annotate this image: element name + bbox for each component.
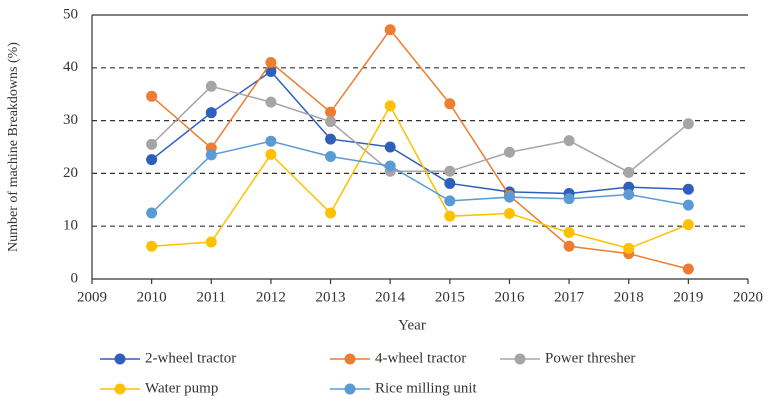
series-line bbox=[151, 85, 689, 174]
data-point bbox=[205, 149, 217, 161]
x-axis-label: Year bbox=[398, 317, 426, 333]
data-point bbox=[384, 141, 396, 153]
data-point bbox=[325, 116, 337, 128]
data-point bbox=[682, 263, 694, 275]
series-line bbox=[151, 140, 689, 214]
data-point bbox=[682, 219, 694, 231]
x-tick-label: 2011 bbox=[197, 289, 226, 305]
data-point bbox=[146, 207, 158, 219]
data-point bbox=[265, 57, 277, 69]
data-point bbox=[325, 106, 337, 118]
x-tick-label: 2012 bbox=[256, 289, 286, 305]
legend-label: Power thresher bbox=[545, 350, 635, 366]
legend-marker bbox=[114, 383, 126, 395]
data-point bbox=[146, 240, 158, 252]
y-tick-label: 30 bbox=[63, 112, 78, 128]
x-tick-label: 2020 bbox=[733, 289, 763, 305]
data-point bbox=[682, 183, 694, 195]
x-tick-label: 2019 bbox=[673, 289, 703, 305]
data-point bbox=[325, 207, 337, 219]
data-point bbox=[205, 236, 217, 248]
data-point bbox=[325, 151, 337, 163]
legend-marker bbox=[344, 383, 356, 395]
x-tick-label: 2015 bbox=[435, 289, 465, 305]
data-point bbox=[503, 208, 515, 220]
data-point bbox=[623, 242, 635, 254]
data-point bbox=[384, 100, 396, 112]
series-line bbox=[151, 104, 689, 250]
x-tick-label: 2010 bbox=[137, 289, 167, 305]
legend-label: 2-wheel tractor bbox=[145, 350, 236, 366]
data-point bbox=[146, 138, 158, 150]
data-point bbox=[205, 80, 217, 92]
data-point bbox=[146, 90, 158, 102]
data-point bbox=[444, 165, 456, 177]
data-point bbox=[265, 148, 277, 160]
data-point bbox=[444, 98, 456, 110]
series-line bbox=[151, 28, 689, 270]
legend-marker bbox=[344, 353, 356, 365]
data-point bbox=[623, 166, 635, 178]
legend-marker bbox=[114, 353, 126, 365]
x-tick-label: 2018 bbox=[614, 289, 644, 305]
data-point bbox=[146, 154, 158, 166]
data-point bbox=[325, 133, 337, 145]
y-tick-label: 20 bbox=[63, 165, 78, 181]
series-line bbox=[151, 70, 689, 195]
data-point bbox=[205, 107, 217, 119]
y-tick-label: 0 bbox=[71, 270, 79, 286]
y-axis-label: Number of machine Breakdowns (%) bbox=[6, 42, 21, 252]
data-point bbox=[563, 240, 575, 252]
data-point bbox=[444, 177, 456, 189]
legend-label: 4-wheel tractor bbox=[375, 350, 466, 366]
legend-label: Water pump bbox=[145, 380, 218, 396]
data-point bbox=[563, 193, 575, 205]
data-point bbox=[265, 135, 277, 147]
data-point bbox=[682, 118, 694, 130]
x-tick-label: 2014 bbox=[375, 289, 406, 305]
data-point bbox=[444, 210, 456, 222]
data-point bbox=[384, 160, 396, 172]
data-point bbox=[563, 135, 575, 147]
x-tick-label: 2009 bbox=[77, 289, 107, 305]
data-point bbox=[503, 191, 515, 203]
data-point bbox=[384, 24, 396, 36]
x-tick-label: 2016 bbox=[494, 289, 525, 305]
y-tick-label: 10 bbox=[63, 218, 78, 234]
x-tick-label: 2013 bbox=[316, 289, 346, 305]
data-point bbox=[444, 195, 456, 207]
legend-marker bbox=[514, 353, 526, 365]
data-point bbox=[563, 227, 575, 239]
data-point bbox=[503, 146, 515, 158]
data-point bbox=[265, 96, 277, 108]
y-tick-label: 50 bbox=[63, 6, 78, 22]
data-point bbox=[623, 189, 635, 201]
data-point bbox=[682, 199, 694, 211]
y-tick-label: 40 bbox=[63, 59, 78, 75]
x-tick-label: 2017 bbox=[554, 289, 585, 305]
data-point bbox=[265, 65, 277, 77]
legend-label: Rice milling unit bbox=[375, 380, 477, 396]
